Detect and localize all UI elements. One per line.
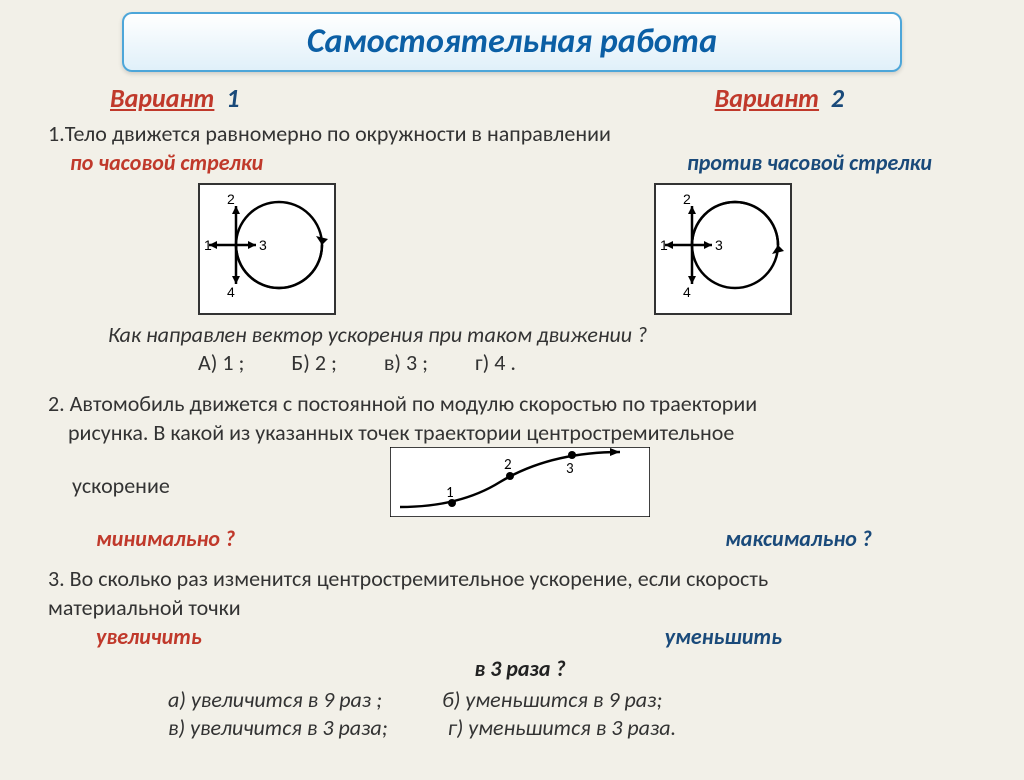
q1-options: А) 1 ; Б) 2 ; в) 3 ; г) 4 .: [48, 349, 992, 378]
q1-lead: 1.Тело движется равномерно по окружности…: [48, 120, 992, 149]
q3-answers: а) увеличится в 9 раз ; б) уменьшится в …: [48, 684, 992, 743]
variant-2-word: Вариант: [715, 82, 819, 114]
diagram-counterclockwise: 1 2 3 4: [654, 183, 792, 315]
variant-2-num: 2: [831, 82, 844, 114]
question-3: 3. Во сколько раз изменится центростреми…: [48, 565, 992, 743]
svg-text:3: 3: [566, 460, 574, 478]
svg-text:1: 1: [446, 484, 454, 502]
svg-text:3: 3: [715, 237, 723, 253]
svg-text:1: 1: [204, 237, 212, 253]
q2-line1: 2. Автомобиль движется с постоянной по м…: [48, 390, 992, 419]
q3-ans-c: в) увеличится в 3 раза;: [168, 714, 388, 743]
variant-1-word: Вариант: [110, 82, 214, 114]
q1-question: Как направлен вектор ускорения при таком…: [48, 321, 992, 350]
q3-line1: 3. Во сколько раз изменится центростреми…: [48, 565, 992, 594]
svg-text:2: 2: [683, 191, 691, 207]
q2-split: минимально ? максимально ?: [48, 525, 992, 554]
svg-text:3: 3: [259, 237, 267, 253]
content-area: 1.Тело движется равномерно по окружности…: [0, 120, 1024, 743]
q1-qa: Как направлен вектор ускорения при таком: [108, 321, 537, 348]
q1-directions: по часовой стрелки против часовой стрелк…: [48, 149, 992, 178]
svg-text:2: 2: [504, 456, 512, 474]
q1-opt-b: Б) 2 ;: [291, 349, 336, 376]
trajectory-diagram: 1 2 3: [390, 447, 650, 525]
q3-ans-d: г) уменьшится в 3 раза.: [448, 714, 677, 743]
svg-text:4: 4: [683, 284, 691, 300]
q1-right: против часовой стрелки: [687, 149, 932, 178]
q3-right: уменьшить: [665, 623, 782, 652]
variant-2: Вариант 2: [715, 82, 844, 116]
diagram-clockwise: 1 2 3 4: [198, 183, 336, 315]
question-1: 1.Тело движется равномерно по окружности…: [48, 120, 992, 378]
q1-opt-a: А) 1 ;: [198, 349, 244, 376]
q1-qb: движении ?: [537, 321, 647, 348]
q1-opt-c: в) 3 ;: [384, 349, 428, 376]
q3-ans-b: б) уменьшится в 9 раз;: [442, 686, 662, 715]
q3-mid: в 3 раза ?: [48, 655, 992, 684]
svg-text:4: 4: [227, 284, 235, 300]
variant-1: Вариант 1: [110, 82, 239, 116]
q3-ans-a: а) увеличится в 9 раз ;: [168, 686, 382, 715]
q1-diagrams: 1 2 3 4: [48, 177, 992, 321]
svg-text:2: 2: [227, 191, 235, 207]
q3-split: увеличить уменьшить: [48, 623, 992, 652]
title-text: Самостоятельная работа: [307, 21, 717, 62]
q3-line2: материальной точки: [48, 594, 992, 623]
q1-opt-d: г) 4 .: [475, 349, 516, 376]
q1-left: по часовой стрелки: [70, 149, 263, 178]
q2-line3: ускорение: [48, 472, 218, 501]
q2-line2: рисунка. В какой из указанных точек трае…: [48, 419, 992, 448]
q2-right: максимально ?: [725, 525, 872, 554]
main-title: Самостоятельная работа: [122, 12, 902, 72]
q2-left: минимально ?: [96, 525, 235, 554]
variants-row: Вариант 1 Вариант 2: [0, 80, 1024, 120]
svg-text:1: 1: [660, 237, 668, 253]
q3-left: увеличить: [96, 623, 202, 652]
question-2: 2. Автомобиль движется с постоянной по м…: [48, 390, 992, 553]
variant-1-num: 1: [226, 82, 239, 114]
